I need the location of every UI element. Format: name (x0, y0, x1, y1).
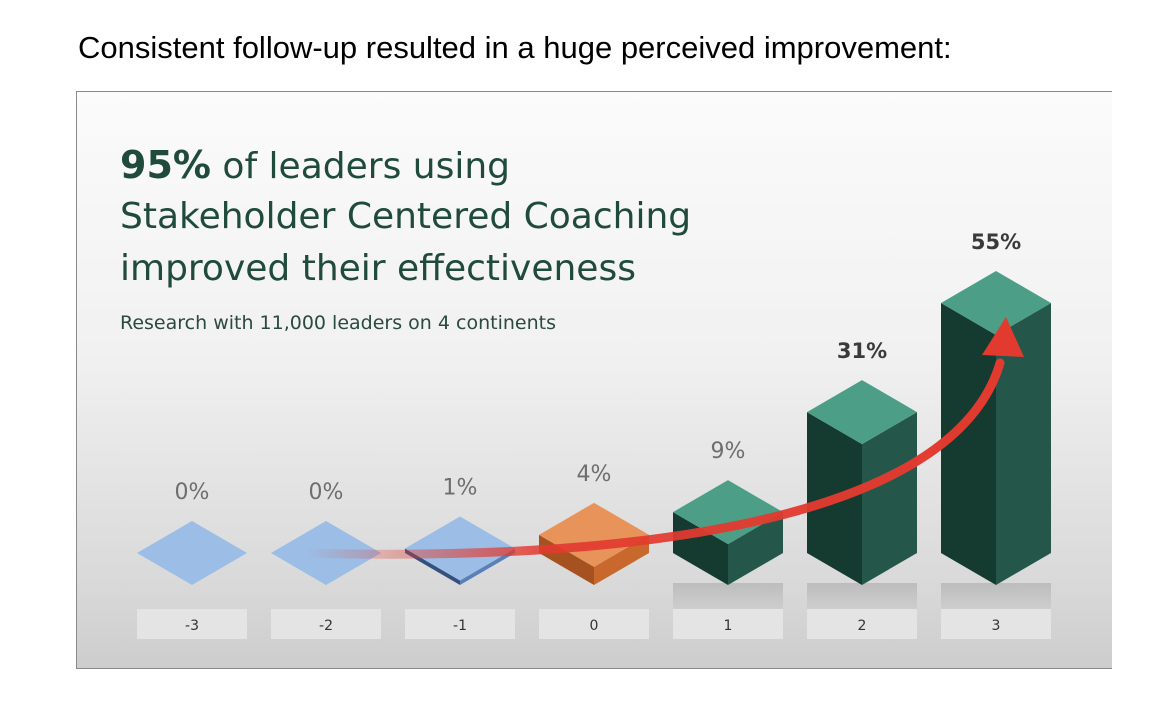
bar-value-label: 1% (443, 475, 478, 500)
bar (137, 521, 247, 585)
category-box (539, 609, 649, 639)
category-box (941, 609, 1051, 639)
bar-value-label: 31% (837, 339, 887, 363)
category-box (271, 609, 381, 639)
category-box (137, 609, 247, 639)
bar (941, 271, 1051, 585)
category-tick-label: -1 (453, 618, 467, 634)
bar-top-face (405, 516, 515, 581)
headline-line-1-rest: of leaders using (210, 146, 511, 187)
category-tick-label: 0 (590, 618, 599, 634)
bar-top-face (137, 521, 247, 585)
headline-line-2: Stakeholder Centered Coaching (120, 196, 692, 237)
category-tick-label: -2 (319, 618, 333, 634)
bar-value-label: 4% (577, 462, 612, 487)
headline-line-3: improved their effectiveness (120, 248, 636, 289)
bar (807, 380, 917, 585)
bar-right-face (728, 512, 783, 585)
slide-caption: Consistent follow-up resulted in a huge … (78, 30, 952, 65)
trend-arrow-head (982, 317, 1024, 357)
bar-right-face (594, 534, 649, 585)
category-tick-label: 3 (992, 618, 1001, 634)
bar-top-face (941, 271, 1051, 335)
category-tick-label: 1 (724, 618, 733, 634)
bar-right-face (996, 303, 1051, 585)
trend-arrow-shaft (301, 358, 1005, 559)
bar-right-face (862, 412, 917, 585)
bar-top-face (807, 380, 917, 445)
bar-value-label: 0% (175, 480, 210, 505)
category-tick-label: -3 (185, 618, 199, 634)
headline-line-1: 95% of leaders using (120, 143, 510, 187)
bar-right-face (460, 548, 515, 585)
bar-value-label: 0% (309, 480, 344, 505)
category-tick-label: 2 (858, 618, 867, 634)
chart-subtitle: Research with 11,000 leaders on 4 contin… (120, 312, 556, 334)
bar-value-label: 9% (711, 439, 746, 464)
category-box (405, 609, 515, 639)
category-box (807, 609, 917, 639)
bar-value-label: 55% (971, 230, 1021, 254)
category-box (673, 609, 783, 639)
headline-highlight: 95% (120, 143, 211, 187)
bar-left-face (941, 303, 996, 585)
